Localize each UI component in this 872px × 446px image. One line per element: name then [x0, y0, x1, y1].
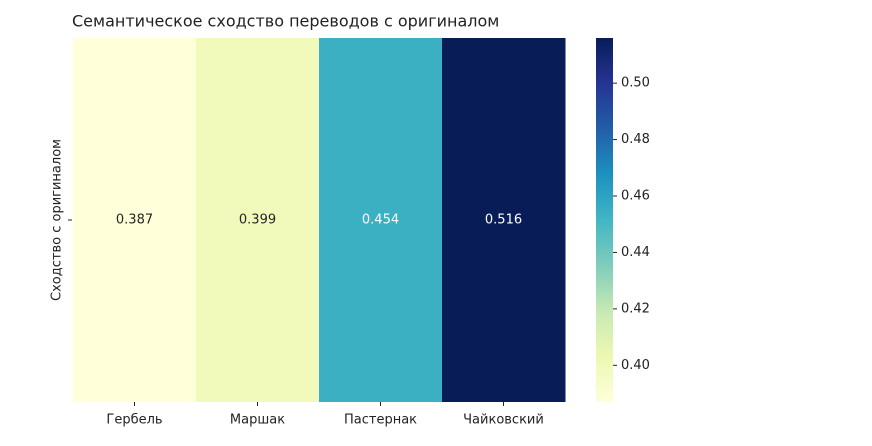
colorbar-tick-label: 0.40 [621, 358, 650, 373]
cell-label: 0.516 [485, 213, 522, 228]
heatmap-cell [73, 38, 197, 402]
colorbar-tick-label: 0.42 [621, 301, 650, 316]
cell-label: 0.387 [116, 213, 153, 228]
colorbar [596, 38, 613, 402]
x-tick-label: Чайковский [463, 413, 544, 428]
heatmap-cell [196, 38, 320, 402]
colorbar-tick-label: 0.44 [621, 245, 650, 260]
colorbar-tick-label: 0.46 [621, 189, 650, 204]
heatmap-cell [319, 38, 443, 402]
colorbar-tick-label: 0.48 [621, 132, 650, 147]
x-tick-label: Пастернак [344, 413, 417, 428]
chart-title: Семантическое сходство переводов с ориги… [72, 12, 499, 31]
cell-label: 0.454 [362, 213, 399, 228]
row-label: Сходство с оригиналом [50, 139, 65, 301]
x-tick-label: Гербель [106, 413, 162, 428]
colorbar-tick-label: 0.50 [621, 76, 650, 91]
x-tick-label: Маршак [230, 413, 285, 428]
cell-label: 0.399 [239, 213, 276, 228]
heatmap-cell [442, 38, 566, 402]
